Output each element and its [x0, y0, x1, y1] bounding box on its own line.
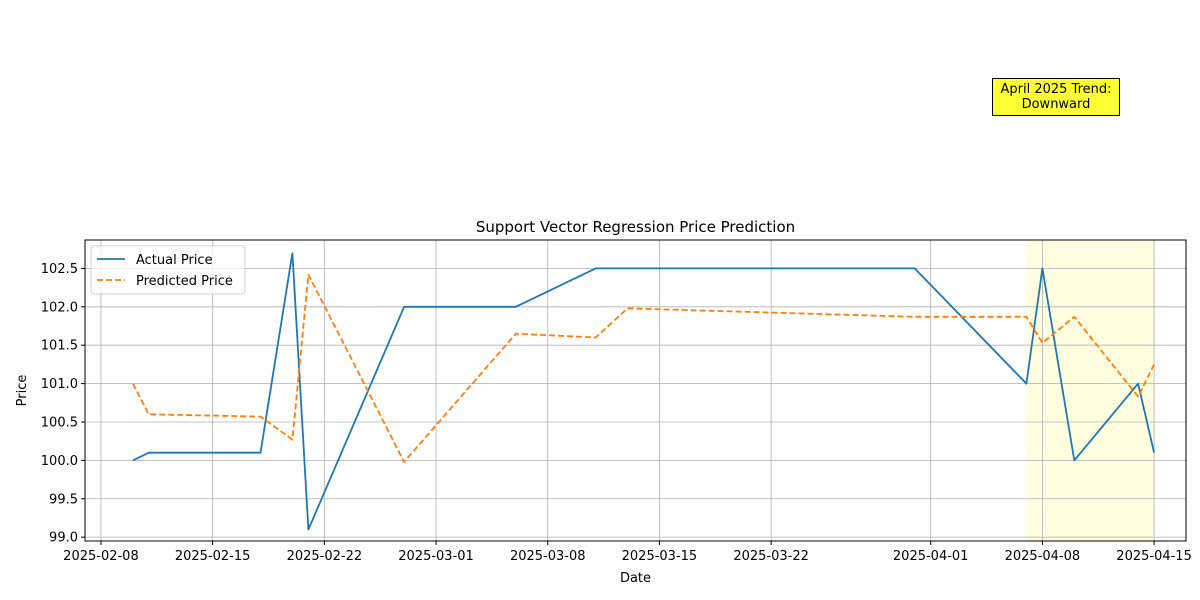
trend-annotation-box: April 2025 Trend: Downward: [992, 78, 1120, 116]
y-axis-label: Price: [15, 375, 30, 407]
legend-label-actual: Actual Price: [136, 253, 213, 268]
legend-box: [90, 245, 246, 295]
y-tick-label: 99.5: [49, 492, 78, 507]
trend-annotation-line1: April 2025 Trend:: [1000, 82, 1112, 97]
legend-label-predicted: Predicted Price: [136, 274, 233, 289]
x-tick-label: 2025-02-15: [175, 549, 251, 564]
y-tick-label: 102.5: [41, 262, 78, 277]
grid: [85, 240, 1186, 541]
x-tick-label: 2025-03-01: [398, 549, 474, 564]
trend-annotation-line2: Downward: [1021, 97, 1091, 112]
x-tick-label: 2025-02-08: [63, 549, 139, 564]
x-tick-label: 2025-04-01: [893, 549, 969, 564]
x-axis-label: Date: [620, 571, 651, 586]
x-tick-label: 2025-03-15: [622, 549, 698, 564]
y-tick-label: 100.0: [41, 454, 78, 469]
y-tick-label: 99.0: [49, 531, 78, 546]
x-tick-label: 2025-03-08: [510, 549, 586, 564]
plot-frame: [84, 239, 1187, 542]
y-tick-label: 101.5: [41, 339, 78, 354]
ticks: 2025-02-08 2025-02-15 2025-02-22 2025-03-01…: [41, 262, 1192, 564]
actual-price-line: [132, 252, 1155, 531]
chart-title: Support Vector Regression Price Predicti…: [476, 218, 795, 236]
y-tick-label: 101.0: [41, 377, 78, 392]
x-tick-label: 2025-02-22: [287, 549, 363, 564]
predicted-price-line: [132, 273, 1155, 463]
y-tick-label: 102.0: [41, 300, 78, 315]
y-tick-label: 100.5: [41, 415, 78, 430]
x-tick-label: 2025-04-08: [1005, 549, 1081, 564]
legend: Actual Price Predicted Price: [90, 245, 246, 295]
x-tick-label: 2025-03-22: [733, 549, 809, 564]
x-tick-label: 2025-04-15: [1116, 549, 1192, 564]
series-layer: [132, 252, 1155, 531]
